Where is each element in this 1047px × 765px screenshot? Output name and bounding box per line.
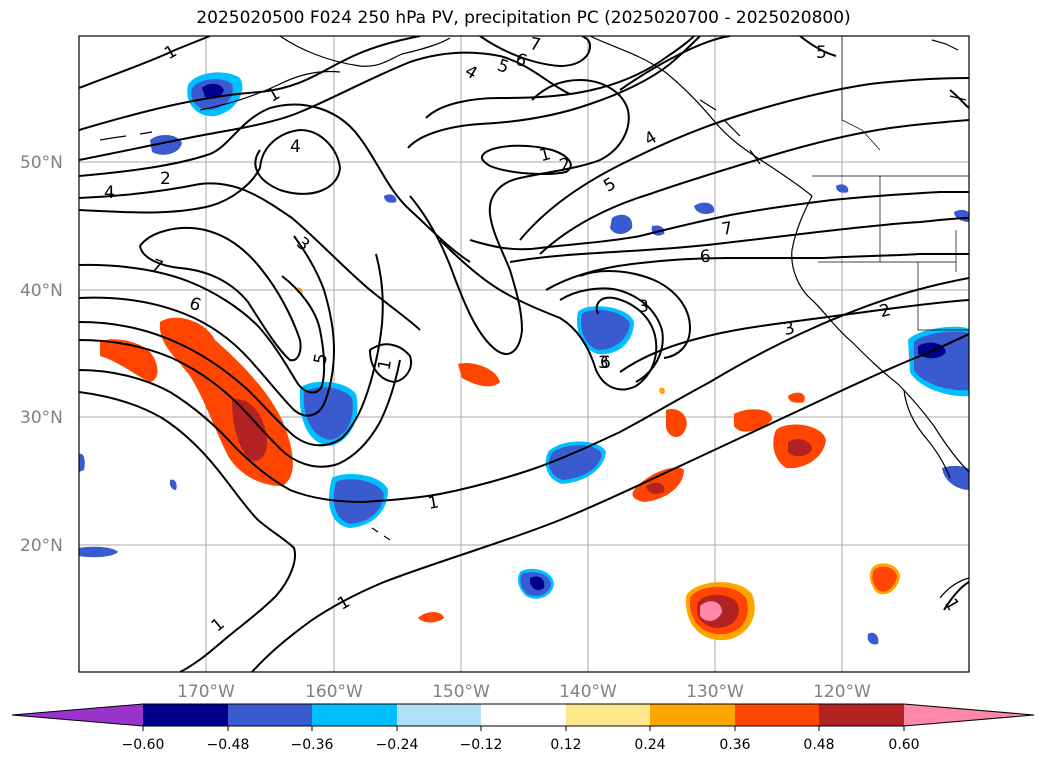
- contour-label: 1: [426, 492, 440, 514]
- contour-label: 2: [877, 300, 893, 322]
- lon-label: 150°W: [432, 682, 490, 702]
- colorbar-tick-label: −0.60: [122, 737, 165, 753]
- colorbar-tick-label: −0.36: [291, 737, 334, 753]
- contour-label: 1: [374, 358, 396, 372]
- contour-label: 4: [290, 137, 301, 157]
- pv-contours: [79, 36, 969, 672]
- colorbar-bin: [566, 704, 650, 726]
- lon-label: 170°W: [177, 682, 235, 702]
- colorbar-bin: [143, 704, 228, 726]
- colorbar-tick-label: −0.48: [207, 737, 250, 753]
- contour-label: 5: [816, 43, 827, 63]
- colorbar-tick-label: 0.36: [719, 737, 750, 753]
- contour-label: 3: [598, 353, 609, 373]
- contour-label: 3: [782, 318, 797, 340]
- colorbar-tick-label: 0.12: [550, 737, 581, 753]
- lat-label: 30°N: [20, 408, 63, 428]
- lon-label: 140°W: [559, 682, 617, 702]
- colorbar-bin: [735, 704, 819, 726]
- lat-label: 50°N: [20, 153, 63, 173]
- contour-label: 6: [699, 247, 712, 268]
- lon-label: 130°W: [686, 682, 744, 702]
- contour-label: 2: [160, 169, 171, 189]
- lat-label: 40°N: [20, 281, 63, 301]
- colorbar-bin: [481, 704, 566, 726]
- colorbar-bin: [312, 704, 397, 726]
- colorbar-extend-low: [12, 704, 143, 726]
- colorbar-tick-label: −0.24: [376, 737, 419, 753]
- contour-label: 7: [720, 218, 734, 240]
- latitude-labels: 50°N 40°N 30°N 20°N: [20, 153, 63, 556]
- colorbar-tick-label: 0.24: [634, 737, 665, 753]
- contour-label: 1: [537, 144, 553, 166]
- colorbar-bin: [819, 704, 904, 726]
- colorbar-bin: [228, 704, 312, 726]
- colorbar: −0.60 −0.48 −0.36 −0.24 −0.12 0.12 0.24 …: [11, 703, 1035, 753]
- colorbar-tick-label: 0.48: [803, 737, 834, 753]
- contour-label: 4: [104, 183, 115, 203]
- precip-negative-areas: [79, 72, 969, 645]
- colorbar-bin: [650, 704, 735, 726]
- contour-label: 6: [600, 353, 611, 373]
- precip-positive-areas: [100, 287, 900, 641]
- colorbar-bin: [397, 704, 481, 726]
- colorbar-tick-label: −0.12: [460, 737, 503, 753]
- political-borders: [812, 36, 969, 331]
- contour-label: 2: [557, 154, 573, 176]
- lon-label: 160°W: [305, 682, 363, 702]
- lon-label: 120°W: [813, 682, 871, 702]
- colorbar-ticks: [142, 726, 905, 731]
- contour-label: 7: [528, 34, 542, 56]
- lat-label: 20°N: [20, 536, 63, 556]
- contour-label: 3: [638, 297, 649, 317]
- longitude-labels: 170°W 160°W 150°W 140°W 130°W 120°W: [177, 682, 871, 702]
- map-border: [78, 35, 970, 673]
- colorbar-tick-label: 0.60: [888, 737, 919, 753]
- contour-label: 5: [310, 352, 332, 366]
- map-title: 2025020500 F024 250 hPa PV, precipitatio…: [196, 8, 851, 28]
- colorbar-extend-high: [904, 704, 1034, 726]
